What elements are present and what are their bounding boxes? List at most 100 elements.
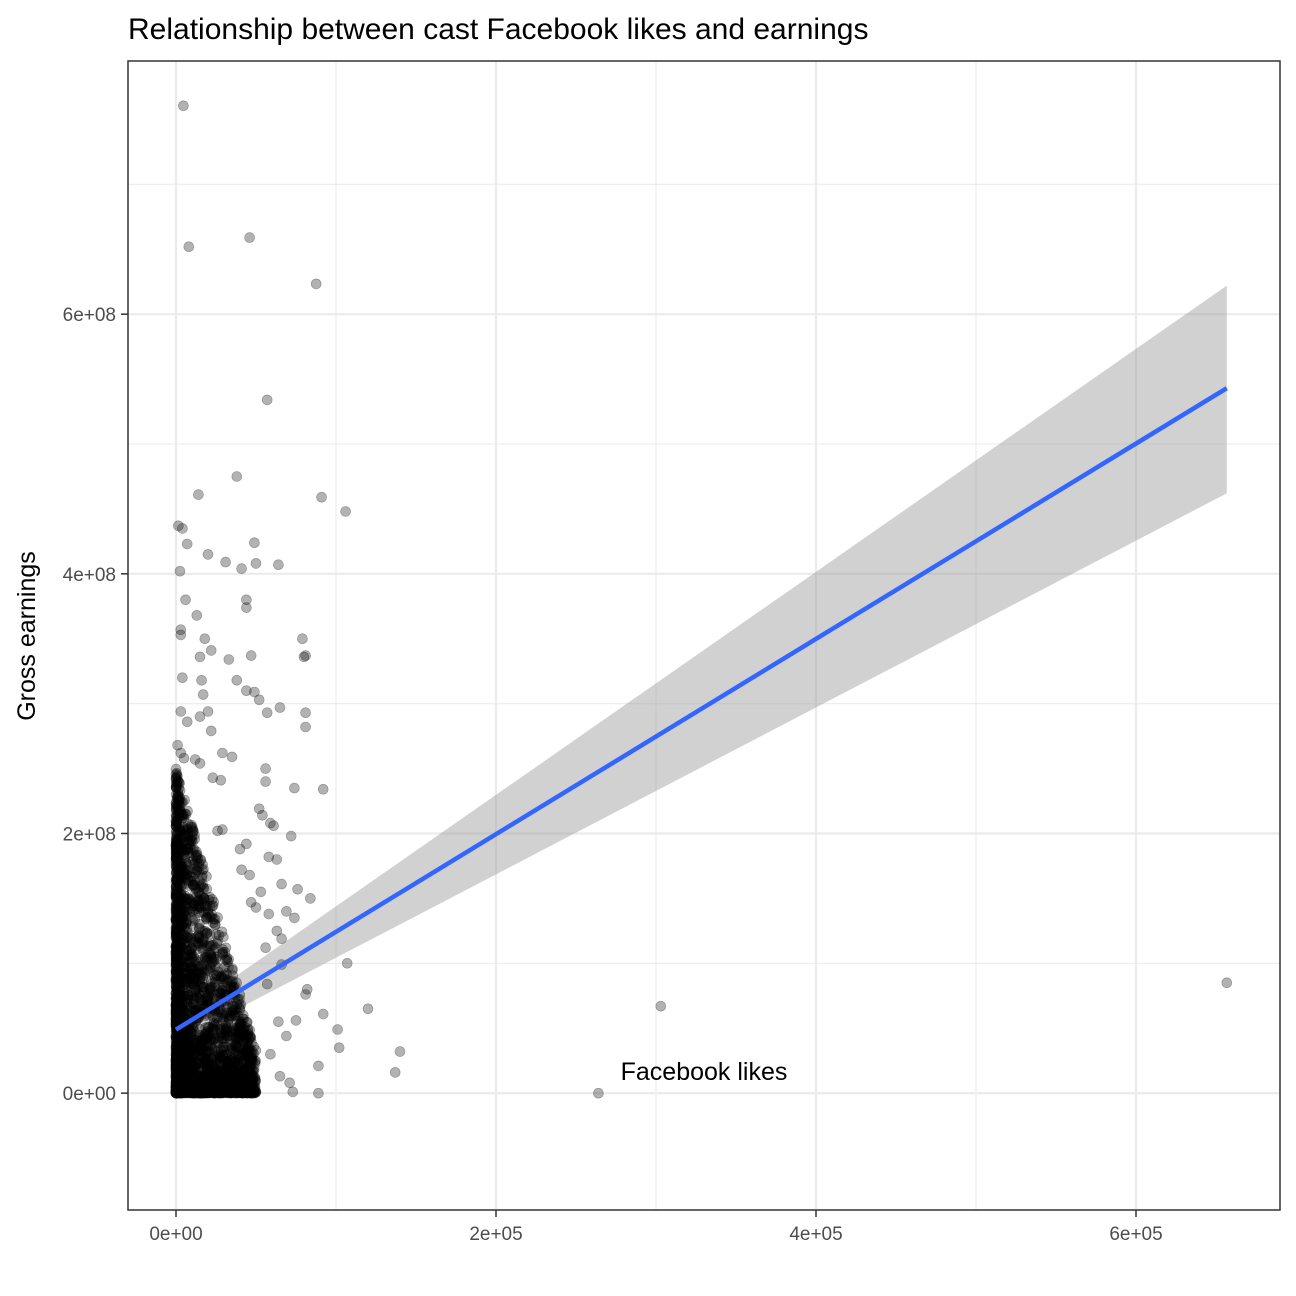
data-point (183, 1062, 194, 1073)
data-point (221, 1032, 232, 1044)
data-point (207, 1045, 218, 1057)
data-point (172, 1086, 183, 1098)
data-point (170, 953, 182, 965)
data-point (194, 1085, 205, 1096)
data-point (218, 1082, 229, 1093)
data-point (183, 973, 194, 985)
data-point (171, 847, 183, 858)
data-point (174, 1066, 185, 1078)
data-point (200, 1086, 211, 1098)
data-point (178, 1045, 190, 1056)
data-point (181, 1075, 193, 1087)
data-point (208, 1073, 220, 1084)
data-point (192, 967, 204, 978)
data-point (174, 1083, 185, 1094)
data-point (195, 980, 207, 992)
data-point (216, 985, 228, 997)
data-point (185, 838, 196, 849)
data-point (217, 981, 229, 992)
data-point (190, 1086, 201, 1097)
data-point (170, 988, 182, 999)
data-point (171, 1082, 182, 1094)
data-point (182, 1046, 193, 1057)
data-point (234, 1078, 246, 1089)
data-point (197, 1044, 208, 1055)
data-point (245, 1087, 256, 1099)
data-point (215, 1071, 226, 1082)
data-point (218, 1037, 230, 1048)
data-point (203, 1075, 214, 1087)
data-point (182, 837, 193, 849)
data-point (246, 1037, 257, 1048)
data-point (198, 1073, 210, 1085)
data-point (179, 1084, 190, 1096)
data-point (182, 1087, 193, 1099)
data-point (200, 1071, 212, 1082)
data-point (184, 950, 195, 961)
data-point (170, 1087, 182, 1099)
data-point (198, 1087, 209, 1098)
data-point (181, 1083, 193, 1095)
data-point (260, 942, 271, 954)
data-point (170, 981, 182, 993)
data-point (186, 1051, 197, 1062)
data-point (170, 1031, 182, 1042)
data-point (180, 950, 192, 962)
data-point (226, 1052, 237, 1064)
data-point (174, 947, 186, 959)
data-point (207, 992, 218, 1004)
data-point (209, 1086, 221, 1097)
data-point (175, 915, 187, 927)
data-point (175, 1080, 187, 1091)
data-point (213, 1049, 225, 1060)
data-point (223, 1086, 234, 1097)
data-point (170, 852, 182, 864)
data-point (225, 1007, 237, 1018)
data-point (261, 707, 273, 719)
data-point (207, 951, 218, 963)
data-point (223, 1060, 234, 1071)
data-point (195, 1050, 206, 1061)
data-point (174, 785, 186, 796)
data-point (170, 965, 182, 977)
data-point (170, 886, 182, 898)
data-point (174, 809, 186, 820)
data-point (188, 900, 200, 912)
data-point (170, 907, 182, 919)
data-point (182, 930, 194, 941)
data-point (171, 941, 182, 952)
data-point (171, 905, 182, 917)
data-point (193, 866, 204, 877)
data-point (173, 996, 185, 1007)
data-point (202, 963, 213, 975)
data-point (211, 1072, 222, 1084)
data-point (180, 1031, 191, 1043)
data-point (176, 935, 188, 946)
data-point (170, 1062, 182, 1074)
data-point (173, 906, 185, 918)
data-point (202, 549, 214, 560)
data-point (193, 1087, 204, 1099)
data-point (223, 1058, 235, 1069)
data-point (199, 1028, 211, 1040)
data-point (175, 1085, 187, 1097)
data-point (232, 1067, 244, 1079)
data-point (192, 1074, 203, 1085)
data-point (173, 896, 185, 908)
data-point (181, 1052, 192, 1063)
data-point (174, 1058, 186, 1069)
data-point (171, 833, 182, 845)
data-point (230, 1079, 241, 1091)
data-point (175, 942, 187, 953)
data-point (179, 866, 190, 878)
data-point (188, 1087, 199, 1099)
data-point (190, 891, 202, 903)
data-point (170, 772, 182, 784)
data-point (245, 1075, 257, 1086)
data-point (171, 983, 183, 995)
data-point (206, 1043, 218, 1054)
data-point (171, 1052, 182, 1064)
data-point (171, 942, 182, 954)
data-point (237, 1055, 249, 1066)
data-point (192, 894, 204, 905)
